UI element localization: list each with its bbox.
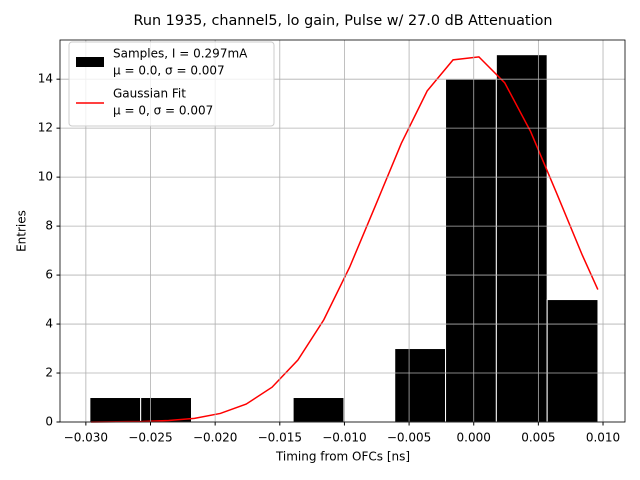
legend-label: μ = 0.0, σ = 0.007: [113, 64, 225, 78]
bar: [495, 54, 548, 423]
legend-label: μ = 0, σ = 0.007: [113, 104, 213, 118]
y-tick-label: 8: [45, 219, 53, 233]
y-tick-label: 10: [38, 170, 53, 184]
bar: [292, 397, 345, 423]
axes-frame: [59, 39, 626, 423]
legend-patch: [76, 57, 104, 67]
bar: [546, 299, 599, 423]
x-tick-label: −0.020: [193, 431, 237, 445]
legend: Samples, I = 0.297mA μ = 0.0, σ = 0.007 Ga…: [68, 41, 275, 127]
bar: [394, 348, 447, 423]
chart-title: Run 1935, channel5, lo gain, Pulse w/ 27…: [134, 13, 553, 29]
y-tick-label: 6: [45, 268, 53, 282]
y-tick-label: 12: [38, 121, 53, 135]
x-tick-label: −0.030: [64, 431, 108, 445]
x-tick-label: −0.025: [128, 431, 172, 445]
x-tick-label: 0.010: [586, 431, 620, 445]
y-tick-label: 2: [45, 366, 53, 380]
fit-line: [91, 56, 599, 423]
legend-box: [68, 41, 275, 127]
x-tick-label: −0.015: [258, 431, 302, 445]
x-tick-label: 0.000: [457, 431, 491, 445]
legend-label: Samples, I = 0.297mA: [113, 47, 248, 61]
y-tick-label: 14: [38, 72, 53, 86]
bar: [89, 397, 142, 423]
y-tick-label: 4: [45, 317, 53, 331]
y-axis-label: Entries: [15, 210, 29, 252]
bar: [445, 78, 497, 423]
y-tick-label: 0: [45, 415, 53, 429]
x-tick-label: 0.005: [521, 431, 555, 445]
x-tick-label: −0.010: [322, 431, 366, 445]
x-tick-label: −0.005: [387, 431, 431, 445]
legend-label: Gaussian Fit: [113, 87, 186, 101]
x-axis-label: Timing from OFCs [ns]: [275, 450, 410, 464]
bar: [140, 397, 192, 423]
